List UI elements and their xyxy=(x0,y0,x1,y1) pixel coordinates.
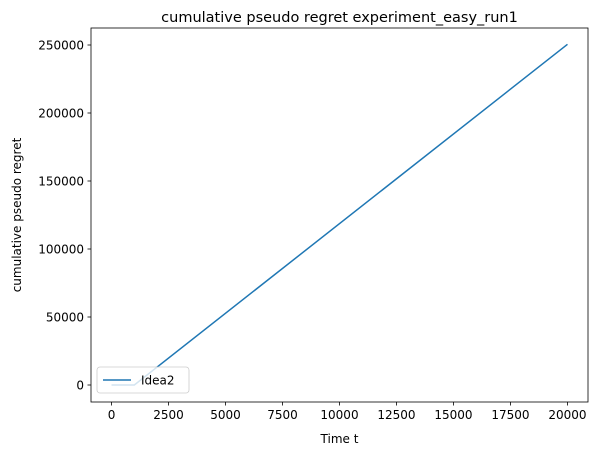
x-tick-label: 7500 xyxy=(267,408,298,422)
y-tick-label: 100000 xyxy=(38,242,84,256)
x-tick-label: 17500 xyxy=(491,408,529,422)
y-tick-label: 200000 xyxy=(38,106,84,120)
y-tick-label: 250000 xyxy=(38,38,84,52)
legend: Idea2 xyxy=(97,367,189,393)
axes-frame xyxy=(91,28,588,402)
plot-area xyxy=(91,28,588,402)
x-tick-label: 2500 xyxy=(153,408,184,422)
y-tick-label: 50000 xyxy=(46,310,84,324)
chart-title: cumulative pseudo regret experiment_easy… xyxy=(161,10,518,26)
x-axis-label: Time t xyxy=(320,432,359,446)
y-tick-label: 150000 xyxy=(38,174,84,188)
x-tick-label: 12500 xyxy=(377,408,415,422)
x-tick-label: 10000 xyxy=(320,408,358,422)
series-layer xyxy=(112,44,568,385)
series-line-0 xyxy=(112,44,568,385)
x-tick-label: 0 xyxy=(108,408,116,422)
x-axis-ticks: 0 2500 5000 7500 10000 12500 15000 17500 20000 xyxy=(108,402,587,422)
y-tick-label: 0 xyxy=(76,378,84,392)
y-axis-label: cumulative pseudo regret xyxy=(10,137,24,292)
x-tick-label: 15000 xyxy=(434,408,472,422)
legend-label: Idea2 xyxy=(141,373,175,387)
x-tick-label: 5000 xyxy=(210,408,241,422)
x-tick-label: 20000 xyxy=(548,408,586,422)
y-axis-ticks: 0 50000 100000 150000 200000 250000 xyxy=(38,38,91,392)
